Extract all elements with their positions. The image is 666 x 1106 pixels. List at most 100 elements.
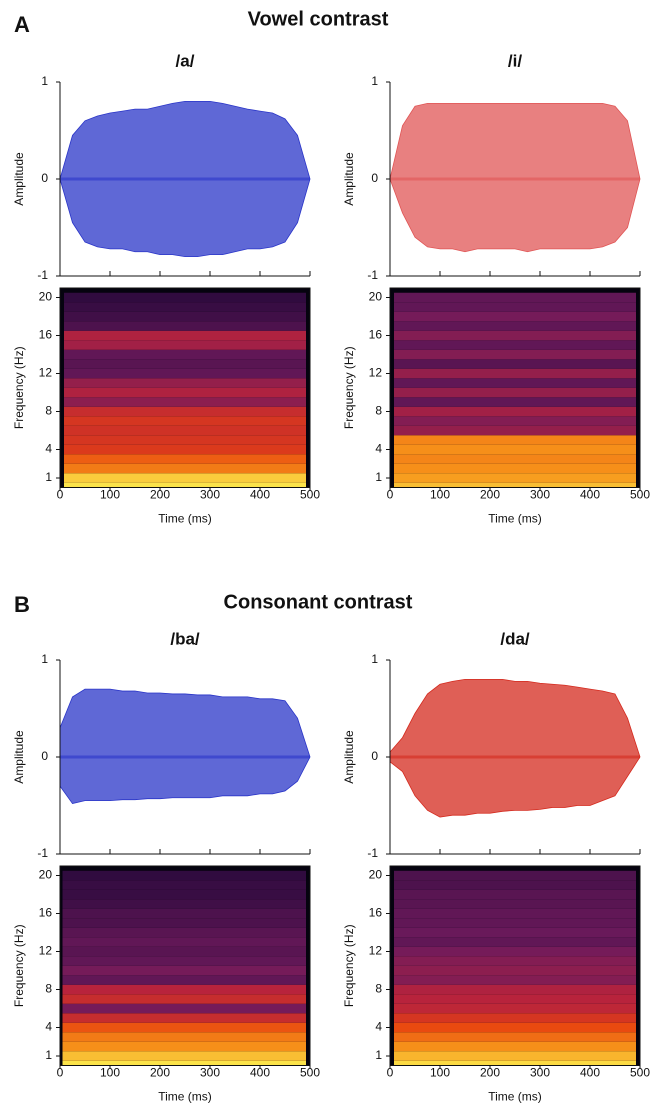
y-tick-label: 16 (369, 328, 383, 342)
spectrogram-band (394, 889, 636, 900)
spectrogram-band (394, 292, 636, 303)
x-tick-label: 500 (630, 1066, 650, 1080)
spectrogram-band (394, 444, 636, 455)
y-tick-label: 12 (39, 944, 53, 958)
x-tick-label: 100 (100, 1066, 120, 1080)
y-axis-label: Frequency (Hz) (342, 924, 356, 1007)
y-tick-label: 1 (371, 652, 378, 666)
spectrogram-band (394, 454, 636, 464)
y-tick-label: 1 (375, 470, 382, 484)
y-tick-label: 8 (45, 982, 52, 996)
chart-title: /ba/ (170, 629, 200, 648)
spectrogram-band (394, 463, 636, 474)
spectrogram-band (394, 397, 636, 407)
spectrogram-band (62, 937, 306, 947)
spectrogram-band (64, 425, 306, 436)
chart-title: /da/ (500, 629, 530, 648)
y-tick-label: 0 (41, 171, 48, 185)
spectrogram-band (62, 1032, 306, 1042)
x-tick-label: 400 (580, 488, 600, 502)
y-tick-label: 20 (369, 868, 383, 882)
spectrogram-band (64, 378, 306, 388)
y-tick-label: 20 (369, 290, 383, 304)
x-tick-label: 400 (250, 488, 270, 502)
spectrogram-band (64, 387, 306, 398)
spectrogram-band (64, 482, 306, 488)
plot-frame (389, 287, 641, 488)
y-tick-label: 1 (41, 74, 48, 88)
spectrogram-band (394, 946, 636, 957)
spectrogram-band (394, 965, 636, 976)
x-tick-label: 400 (250, 1066, 270, 1080)
x-tick-label: 200 (150, 1066, 170, 1080)
spectrogram-band (394, 340, 636, 350)
x-axis-label: Time (ms) (158, 512, 212, 526)
spectrogram-band (62, 1003, 306, 1014)
spectrogram-band (64, 435, 306, 445)
y-tick-label: -1 (37, 268, 48, 282)
y-tick-label: 16 (39, 328, 53, 342)
spectrogram-band (62, 1013, 306, 1023)
x-axis-label: Time (ms) (488, 1090, 542, 1104)
y-tick-label: 16 (39, 906, 53, 920)
spectrogram-band (394, 956, 636, 966)
panel-title: Vowel contrast (248, 8, 389, 30)
y-axis-label: Frequency (Hz) (342, 346, 356, 429)
spectrogram-band (394, 330, 636, 341)
spectrogram-band (394, 880, 636, 890)
y-tick-label: 1 (45, 470, 52, 484)
spectrogram-band (62, 870, 306, 881)
spectrogram-band (394, 435, 636, 445)
y-tick-label: 4 (45, 442, 52, 456)
spectrogram-band (394, 908, 636, 919)
y-tick-label: 12 (369, 366, 383, 380)
x-tick-label: 300 (200, 488, 220, 502)
panel-letter: B (14, 592, 30, 617)
y-tick-label: 12 (369, 944, 383, 958)
y-tick-label: 0 (371, 171, 378, 185)
spectrogram-band (394, 975, 636, 985)
spectrogram-band (394, 482, 636, 488)
spectrogram-band (394, 311, 636, 322)
x-tick-label: 0 (387, 488, 394, 502)
x-tick-label: 400 (580, 1066, 600, 1080)
y-axis-label: Amplitude (342, 730, 356, 784)
spectrogram-band (62, 918, 306, 928)
spectrogram-band (64, 473, 306, 483)
x-tick-label: 500 (300, 488, 320, 502)
spectrogram-band (64, 359, 306, 369)
spectrogram-band (62, 908, 306, 919)
y-tick-label: 8 (375, 982, 382, 996)
spectrogram-band (62, 899, 306, 909)
spectrogram-band (64, 463, 306, 474)
spectrogram-band (62, 880, 306, 890)
x-tick-label: 200 (150, 488, 170, 502)
spectrogram-band (64, 349, 306, 360)
chart-title: /a/ (176, 51, 195, 70)
y-tick-label: 0 (41, 749, 48, 763)
y-tick-label: 0 (371, 749, 378, 763)
spectrogram-band (62, 927, 306, 938)
spectrogram-band (394, 473, 636, 483)
x-tick-label: 200 (480, 488, 500, 502)
spectrogram-band (62, 889, 306, 900)
spectrogram-band (394, 984, 636, 995)
plot-frame (389, 865, 641, 1066)
spectrogram-band (62, 1051, 306, 1061)
spectrogram-band (394, 918, 636, 928)
plot-frame (59, 287, 311, 488)
y-tick-label: 4 (375, 1020, 382, 1034)
spectrogram-band (394, 302, 636, 312)
spectrogram-band (64, 416, 306, 426)
spectrogram-band (64, 311, 306, 322)
spectrogram-band (64, 406, 306, 417)
y-tick-label: 16 (369, 906, 383, 920)
y-tick-label: 20 (39, 290, 53, 304)
x-tick-label: 100 (430, 1066, 450, 1080)
spectrogram-band (62, 975, 306, 985)
spectrogram-band (62, 965, 306, 976)
panel-letter: A (14, 12, 30, 37)
y-tick-label: 4 (45, 1020, 52, 1034)
spectrogram-band (394, 1060, 636, 1066)
